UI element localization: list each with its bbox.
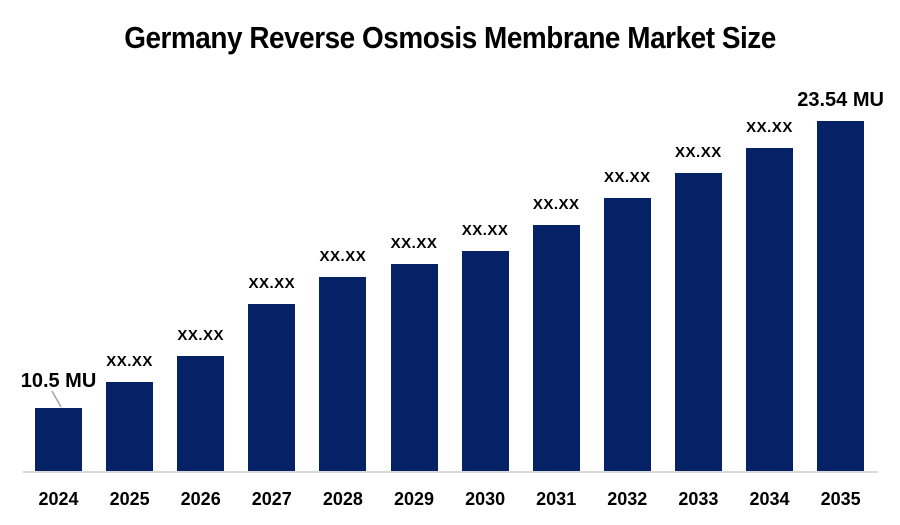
year-label-2035: 2035 [820,489,861,509]
year-label-2031: 2031 [536,489,577,509]
bar-2027 [248,304,296,471]
bar-2035 [817,121,865,471]
bar-2033 [674,173,722,471]
bar-2029 [390,264,438,471]
bar-2026 [177,356,225,471]
year-label-2034: 2034 [749,489,790,509]
value-label-2028: XX.XX [319,248,367,265]
value-label-2033: XX.XX [675,144,722,161]
value-label-2030: XX.XX [461,222,509,239]
year-label-2029: 2029 [393,489,435,509]
value-label-2025: XX.XX [106,353,153,370]
bar-2028 [319,277,367,471]
value-label-2031: XX.XX [532,196,580,213]
bar-2024 [35,408,82,471]
year-label-2025: 2025 [109,489,150,509]
year-label-2026: 2026 [180,489,221,509]
bar-2032 [603,198,651,471]
value-label-2035: 23.54 MU [797,89,884,111]
value-label-2027: XX.XX [248,275,296,292]
chart-title: Germany Reverse Osmosis Membrane Market … [0,20,900,56]
value-label-2032: XX.XX [603,169,651,186]
value-label-2026: XX.XX [177,327,225,344]
bar-2025 [106,382,154,471]
value-label-2024: 10.5 MU [20,370,97,392]
x-axis-line [23,471,878,473]
bar-2031 [532,225,580,471]
value-label-2034: XX.XX [746,119,793,136]
bar-2030 [461,251,509,471]
year-label-2024: 2024 [38,489,79,509]
year-label-2030: 2030 [465,489,506,509]
year-label-2033: 2033 [678,489,719,509]
bar-2034 [746,148,793,471]
chart-title-text: Germany Reverse Osmosis Membrane Market … [124,20,776,55]
year-label-2027: 2027 [251,489,292,509]
year-label-2032: 2032 [607,489,648,509]
year-label-2028: 2028 [322,489,363,509]
value-label-2029: XX.XX [390,235,438,252]
